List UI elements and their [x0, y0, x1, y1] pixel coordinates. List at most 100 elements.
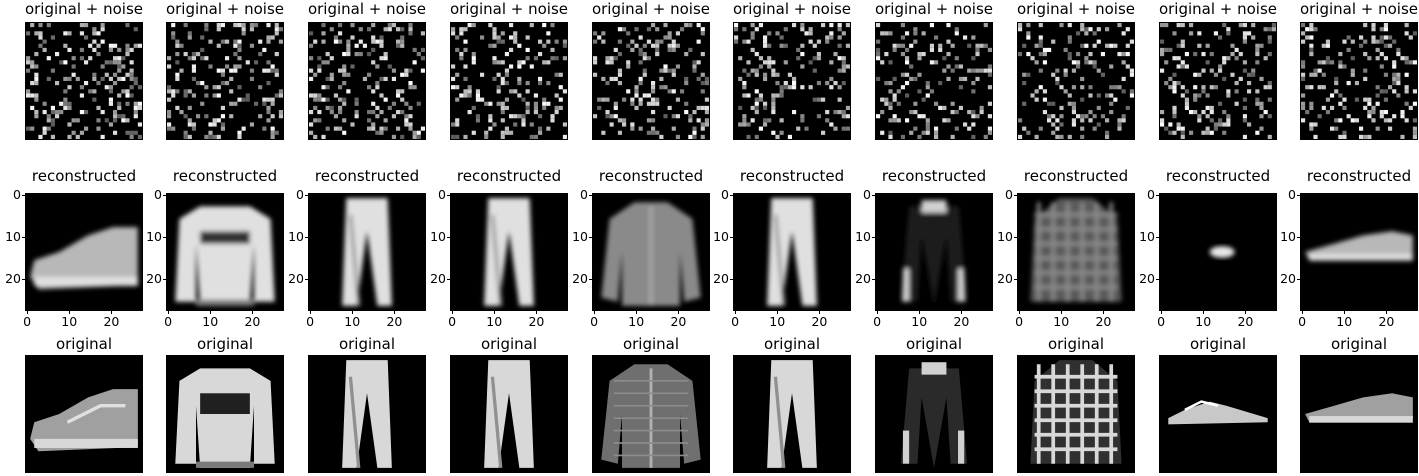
x-tick-label: 0 — [1157, 314, 1166, 329]
x-tick-mark — [168, 311, 170, 314]
x-tick-mark — [1245, 311, 1247, 314]
x-tick-label: 0 — [590, 314, 599, 329]
x-tick-mark — [735, 311, 737, 314]
x-tick-label: 10 — [1336, 314, 1353, 329]
original-title-7: original — [1047, 335, 1105, 353]
y-tick-label: 0 — [1147, 187, 1155, 203]
y-tick-mark — [447, 279, 450, 281]
noisy-image-0 — [25, 22, 143, 140]
y-tick-label: 0 — [296, 187, 304, 203]
noisy-title-4: original + noise — [591, 0, 711, 18]
x-tick-label: 20 — [1378, 314, 1395, 329]
x-tick-label: 10 — [911, 314, 928, 329]
x-tick-label: 20 — [103, 314, 120, 329]
reconstructed-image-6 — [875, 193, 993, 311]
x-tick-label: 0 — [448, 314, 457, 329]
reconstructed-image-9 — [1300, 193, 1418, 311]
original-image-3 — [450, 355, 568, 473]
y-tick-label: 0 — [13, 187, 21, 203]
x-tick-mark — [536, 311, 538, 314]
x-tick-mark — [1203, 311, 1205, 314]
y-tick-label: 20 — [5, 271, 21, 287]
original-image-9 — [1300, 355, 1418, 473]
noisy-title-3: original + noise — [449, 0, 569, 18]
y-tick-label: 20 — [713, 271, 729, 287]
x-tick-label: 0 — [1015, 314, 1024, 329]
y-tick-mark — [447, 237, 450, 239]
y-tick-label: 0 — [1288, 187, 1296, 203]
y-tick-mark — [22, 195, 25, 197]
x-tick-mark — [1061, 311, 1063, 314]
y-tick-label: 20 — [1139, 271, 1155, 287]
reconstructed-image-3 — [450, 193, 568, 311]
y-tick-label: 20 — [288, 271, 304, 287]
x-tick-mark — [452, 311, 454, 314]
x-tick-label: 10 — [61, 314, 78, 329]
x-tick-mark — [636, 311, 638, 314]
x-tick-mark — [69, 311, 71, 314]
y-tick-label: 0 — [580, 187, 588, 203]
y-tick-label: 10 — [713, 229, 729, 245]
noisy-image-6 — [875, 22, 993, 140]
noisy-title-6: original + noise — [874, 0, 994, 18]
reconstructed-title-9: reconstructed — [1306, 167, 1412, 185]
y-tick-label: 20 — [572, 271, 588, 287]
original-title-5: original — [763, 335, 821, 353]
y-tick-label: 10 — [1139, 229, 1155, 245]
noisy-image-9 — [1300, 22, 1418, 140]
original-title-0: original — [55, 335, 113, 353]
x-tick-mark — [919, 311, 921, 314]
y-tick-label: 20 — [997, 271, 1013, 287]
y-tick-mark — [1297, 195, 1300, 197]
x-tick-mark — [310, 311, 312, 314]
x-tick-label: 10 — [344, 314, 361, 329]
y-tick-mark — [163, 237, 166, 239]
reconstructed-title-4: reconstructed — [598, 167, 704, 185]
original-image-8 — [1159, 355, 1277, 473]
y-tick-label: 0 — [1005, 187, 1013, 203]
y-tick-mark — [872, 279, 875, 281]
reconstructed-image-5 — [733, 193, 851, 311]
reconstructed-title-2: reconstructed — [314, 167, 420, 185]
x-tick-mark — [1161, 311, 1163, 314]
x-tick-mark — [27, 311, 29, 314]
reconstructed-image-7 — [1017, 193, 1135, 311]
original-title-2: original — [338, 335, 396, 353]
y-tick-label: 20 — [146, 271, 162, 287]
y-tick-mark — [163, 195, 166, 197]
x-tick-label: 0 — [873, 314, 882, 329]
y-tick-mark — [1014, 279, 1017, 281]
x-tick-mark — [819, 311, 821, 314]
y-tick-label: 10 — [572, 229, 588, 245]
x-tick-mark — [961, 311, 963, 314]
x-tick-label: 10 — [628, 314, 645, 329]
noisy-title-1: original + noise — [165, 0, 285, 18]
x-tick-label: 10 — [1053, 314, 1070, 329]
x-tick-mark — [877, 311, 879, 314]
y-tick-mark — [305, 279, 308, 281]
original-image-5 — [733, 355, 851, 473]
y-tick-label: 0 — [721, 187, 729, 203]
y-tick-mark — [730, 195, 733, 197]
noisy-image-1 — [166, 22, 284, 140]
y-tick-label: 20 — [855, 271, 871, 287]
reconstructed-image-2 — [308, 193, 426, 311]
y-tick-mark — [22, 237, 25, 239]
original-title-1: original — [196, 335, 254, 353]
original-image-6 — [875, 355, 993, 473]
x-tick-label: 20 — [670, 314, 687, 329]
x-tick-label: 20 — [528, 314, 545, 329]
noisy-title-5: original + noise — [732, 0, 852, 18]
x-tick-mark — [352, 311, 354, 314]
reconstructed-title-8: reconstructed — [1165, 167, 1271, 185]
y-tick-label: 0 — [154, 187, 162, 203]
x-tick-label: 10 — [486, 314, 503, 329]
y-tick-mark — [589, 237, 592, 239]
y-tick-label: 10 — [146, 229, 162, 245]
original-title-8: original — [1189, 335, 1247, 353]
x-tick-label: 20 — [953, 314, 970, 329]
reconstructed-image-8 — [1159, 193, 1277, 311]
noisy-title-9: original + noise — [1299, 0, 1419, 18]
noisy-image-3 — [450, 22, 568, 140]
x-tick-mark — [678, 311, 680, 314]
